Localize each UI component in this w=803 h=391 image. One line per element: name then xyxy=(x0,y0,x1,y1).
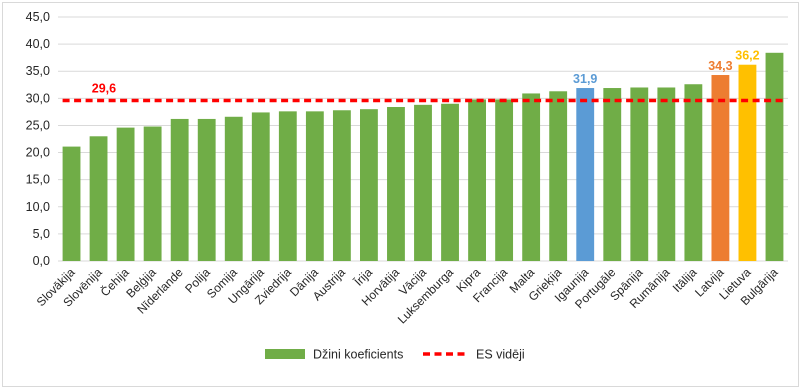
y-tick-label: 5,0 xyxy=(33,227,50,241)
average-value-label: 29,6 xyxy=(92,82,116,96)
bar xyxy=(441,103,459,261)
data-label: 31,9 xyxy=(573,72,597,86)
x-axis-categories: SlovākijaSlovēnijaČehijaBeļģijaNīderland… xyxy=(34,264,781,326)
bar xyxy=(387,107,405,262)
bar xyxy=(657,87,676,261)
y-tick-label: 15,0 xyxy=(26,173,50,187)
bar xyxy=(603,88,622,261)
bar xyxy=(765,52,784,261)
y-axis-ticks: 0,0 5,0 10,0 15,0 20,0 25,0 30,0 35,0 40,0 45,0 xyxy=(26,10,50,268)
data-label: 34,3 xyxy=(708,59,732,73)
bar xyxy=(278,111,297,261)
chart-frame: 0,0 5,0 10,0 15,0 20,0 25,0 30,0 35,0 40,0 45,0 2… xyxy=(2,2,799,387)
bar xyxy=(305,111,324,261)
legend: Džini koeficients ES vidēji xyxy=(265,348,525,362)
bar xyxy=(89,136,108,261)
bar-series xyxy=(62,52,784,262)
bar xyxy=(116,127,135,261)
y-tick-label: 25,0 xyxy=(26,118,50,132)
data-label: 36,2 xyxy=(735,49,759,63)
y-tick-label: 40,0 xyxy=(26,37,50,51)
bar xyxy=(630,87,649,261)
bar xyxy=(684,84,703,261)
y-tick-label: 0,0 xyxy=(33,254,50,268)
y-tick-label: 45,0 xyxy=(26,10,50,24)
bar xyxy=(738,64,757,261)
bar xyxy=(197,118,216,261)
bar xyxy=(468,99,486,261)
bar xyxy=(360,109,378,261)
y-tick-label: 10,0 xyxy=(26,200,50,214)
data-labels: 31,9 34,336,2 xyxy=(573,49,760,86)
bar xyxy=(576,88,595,261)
bar xyxy=(251,112,270,261)
bar xyxy=(549,91,568,261)
legend-bar-label: Džini koeficients xyxy=(313,348,403,362)
bar xyxy=(143,126,162,261)
bar xyxy=(224,116,243,261)
bar xyxy=(332,110,351,261)
gini-bar-chart: 0,0 5,0 10,0 15,0 20,0 25,0 30,0 35,0 40,0 45,0 2… xyxy=(26,10,788,362)
legend-bar-swatch xyxy=(265,349,305,359)
y-tick-label: 30,0 xyxy=(26,91,50,105)
average-line-layer: 29,6 xyxy=(62,82,784,103)
bar xyxy=(414,104,432,261)
bar xyxy=(62,146,81,261)
y-tick-label: 35,0 xyxy=(26,64,50,78)
bar xyxy=(495,99,514,261)
bar xyxy=(522,93,541,261)
bar xyxy=(170,118,189,261)
legend-line-label: ES vidēji xyxy=(476,348,525,362)
y-tick-label: 20,0 xyxy=(26,146,50,160)
bar xyxy=(711,75,730,261)
